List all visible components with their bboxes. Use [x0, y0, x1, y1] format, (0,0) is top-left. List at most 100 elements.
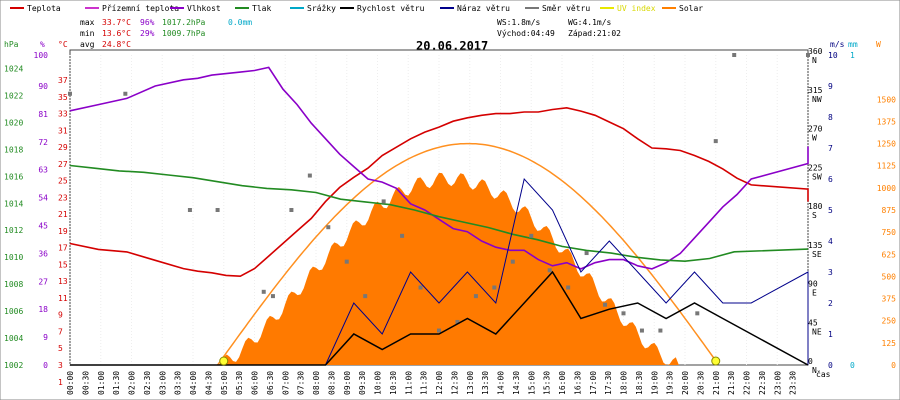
wind-direction-mark	[584, 251, 589, 256]
wind-direction-mark	[400, 233, 405, 238]
stats-block: max 33.7°C 96% 1017.2hPa 0.0mm min 13.6°…	[80, 18, 621, 49]
tick-label-temp: 1	[58, 378, 63, 387]
tick-label-temp: 9	[58, 311, 63, 320]
tick-label-w: 125	[882, 339, 897, 348]
tick-label-compass: NE	[812, 327, 822, 336]
tick-label-w: 625	[882, 250, 897, 259]
tick-label-temp: 21	[58, 210, 68, 219]
wind-direction-mark	[473, 294, 478, 299]
stats-sunrise: Východ:04:49	[497, 29, 555, 38]
x-tick-label: 01:30	[112, 371, 121, 395]
tick-label-dir: 90	[808, 280, 818, 289]
tick-label-hpa: 1002	[4, 361, 23, 370]
x-axis-labels: 00:00 00:30 01:00 01:30 02:00 02:30 03:00 03:30…	[66, 371, 798, 395]
tick-label-pct: 100	[34, 51, 49, 60]
wind-direction-mark	[492, 285, 497, 290]
unit-time: čas	[816, 369, 831, 379]
tick-label-temp: 5	[58, 344, 63, 353]
legend-label: Směr větru	[542, 4, 590, 13]
x-tick-label: 17:00	[589, 371, 598, 395]
legend: Teplota Přízemní teplota Vlhkost Tlak Srážky…	[10, 4, 703, 13]
tick-label-ms: 8	[828, 113, 833, 122]
tick-label-dir: 360	[808, 47, 823, 56]
wind-direction-mark	[381, 199, 386, 204]
x-tick-label: 09:30	[358, 371, 367, 395]
x-tick-label: 22:00	[743, 371, 752, 395]
x-tick-label: 10:00	[374, 371, 383, 395]
unit-ms: m/s	[830, 40, 845, 49]
tick-label-ms: 1	[828, 330, 833, 339]
tick-label-hpa: 1006	[4, 307, 23, 316]
pressure-line	[69, 164, 809, 263]
x-tick-label: 20:30	[696, 371, 705, 395]
x-tick-label: 12:00	[435, 371, 444, 395]
stats-min-label: min	[80, 29, 95, 38]
humidity-line	[69, 66, 809, 270]
wind-direction-mark	[261, 289, 266, 294]
x-tick-label: 15:30	[543, 371, 552, 395]
wind-direction-mark	[215, 208, 220, 212]
legend-label: Přízemní teplota	[102, 4, 179, 13]
tick-label-pct: 0	[43, 361, 48, 370]
stats-max-press: 1017.2hPa	[162, 18, 206, 27]
legend-label: Srážky	[307, 4, 336, 13]
solar-theoretical-line	[216, 142, 717, 366]
tick-label-temp: 33	[58, 110, 68, 119]
wind-direction-mark	[123, 91, 128, 96]
wind-direction-mark	[437, 328, 441, 333]
x-tick-label: 03:00	[158, 371, 167, 395]
tick-label-hpa: 1012	[4, 226, 23, 235]
x-tick-label: 17:30	[604, 371, 613, 395]
tick-label-pct: 27	[38, 277, 48, 286]
tick-label-temp: 15	[58, 260, 68, 269]
stats-max-hum: 96%	[140, 18, 155, 27]
tick-label-ms: 2	[828, 299, 833, 308]
unit-hpa: hPa	[4, 40, 19, 49]
stats-min-temp: 13.6°C	[102, 29, 131, 38]
unit-temp: °C	[58, 40, 68, 49]
x-tick-label: 04:30	[204, 371, 213, 395]
tick-label-mm: 1	[850, 51, 855, 60]
temperature-line	[69, 106, 809, 278]
wind-direction-mark	[732, 53, 737, 57]
tick-label-pct: 72	[38, 138, 48, 147]
tick-label-w: 1500	[877, 95, 896, 104]
chart-marks	[68, 53, 810, 366]
unit-w: W	[876, 40, 881, 49]
x-tick-label: 21:30	[727, 371, 736, 395]
tick-label-temp: 13	[58, 277, 68, 286]
tick-label-pct: 81	[38, 110, 48, 119]
x-tick-label: 05:00	[220, 371, 229, 395]
tick-label-temp: 19	[58, 227, 68, 236]
wind-direction-mark	[289, 208, 294, 212]
tick-label-dir: 0	[808, 357, 813, 366]
stats-min-press: 1009.7hPa	[162, 29, 206, 38]
wind-direction-mark	[547, 268, 552, 273]
wind-direction-mark	[187, 208, 192, 212]
x-tick-label: 19:30	[666, 371, 675, 395]
wind-direction-mark	[418, 285, 423, 290]
tick-label-temp: 29	[58, 143, 68, 152]
tick-label-w: 1125	[877, 162, 896, 171]
tick-label-pct: 54	[38, 194, 48, 203]
wind-direction-mark	[307, 173, 312, 178]
wind-direction-mark	[695, 311, 700, 316]
tick-label-w: 1000	[877, 184, 896, 193]
x-tick-label: 10:30	[389, 371, 398, 395]
tick-label-w: 875	[882, 206, 897, 215]
x-tick-label: 23:30	[789, 371, 798, 395]
wind-direction-mark	[529, 233, 534, 238]
tick-label-hpa: 1010	[4, 253, 23, 262]
tick-label-hpa: 1016	[4, 172, 23, 181]
tick-label-hpa: 1024	[4, 64, 23, 73]
tick-label-w: 1250	[877, 140, 896, 149]
x-tick-label: 09:00	[343, 371, 352, 395]
tick-label-temp: 37	[58, 76, 68, 85]
x-tick-label: 08:30	[327, 371, 336, 395]
legend-label: Vlhkost	[187, 4, 221, 13]
tick-label-compass: N	[812, 366, 817, 375]
tick-label-temp: 35	[58, 93, 68, 102]
tick-label-pct: 18	[38, 305, 48, 314]
stats-wg: WG:4.1m/s	[568, 18, 612, 27]
x-tick-label: 18:00	[620, 371, 629, 395]
